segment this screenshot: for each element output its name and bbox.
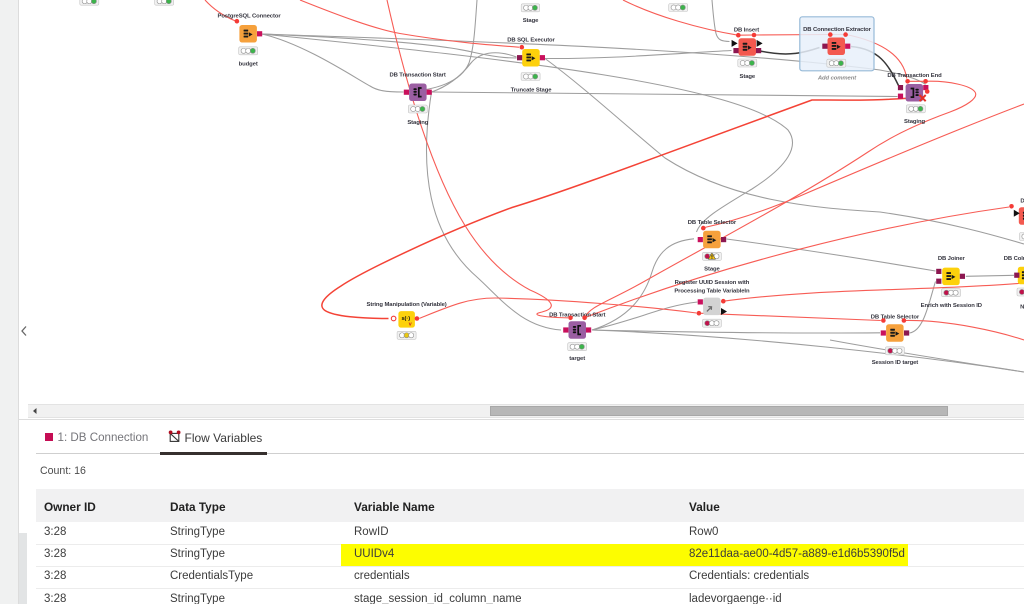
svg-text:budget: budget — [239, 62, 258, 68]
svg-text:Register UUID Session with: Register UUID Session with — [675, 280, 750, 286]
svg-text:New: New — [1020, 304, 1024, 310]
svg-text:Stage: Stage — [523, 18, 539, 24]
svg-text:PostgreSQL Connector: PostgreSQL Connector — [217, 13, 281, 19]
svg-text:v: v — [409, 321, 413, 327]
svg-text:String Manipulation (Variable): String Manipulation (Variable) — [367, 302, 447, 308]
svg-text:Enrich with Session ID: Enrich with Session ID — [921, 303, 982, 309]
svg-text:Stage: Stage — [740, 74, 756, 80]
svg-text:DB Insert: DB Insert — [734, 27, 759, 33]
svg-text:Truncate Stage: Truncate Stage — [511, 87, 553, 93]
svg-text:DB Joiner: DB Joiner — [938, 256, 966, 262]
svg-text:Add comment: Add comment — [817, 76, 857, 82]
svg-text:s(·): s(·) — [401, 316, 410, 322]
svg-text:Session ID target: Session ID target — [872, 360, 919, 366]
svg-text:DB Table Selector: DB Table Selector — [688, 220, 737, 226]
svg-text:Stage: Stage — [704, 266, 720, 272]
svg-text:DB Transaction Start: DB Transaction Start — [389, 72, 445, 78]
svg-text:DB Insert: DB Insert — [1020, 198, 1024, 204]
svg-text:Staging: Staging — [904, 119, 925, 125]
svg-text:DB Column Filter: DB Column Filter — [1004, 256, 1024, 262]
svg-text:DB Table Selector: DB Table Selector — [871, 314, 920, 320]
svg-text:target: target — [569, 356, 585, 362]
svg-text:DB Transaction End: DB Transaction End — [887, 73, 942, 79]
svg-text:Staging: Staging — [407, 120, 428, 126]
svg-text:DB Connection Extractor: DB Connection Extractor — [803, 27, 872, 33]
svg-text:DB SQL Executor: DB SQL Executor — [507, 37, 555, 43]
svg-text:Processing Table VariableIn: Processing Table VariableIn — [674, 289, 750, 295]
svg-text:DB Transaction Start: DB Transaction Start — [549, 312, 605, 318]
